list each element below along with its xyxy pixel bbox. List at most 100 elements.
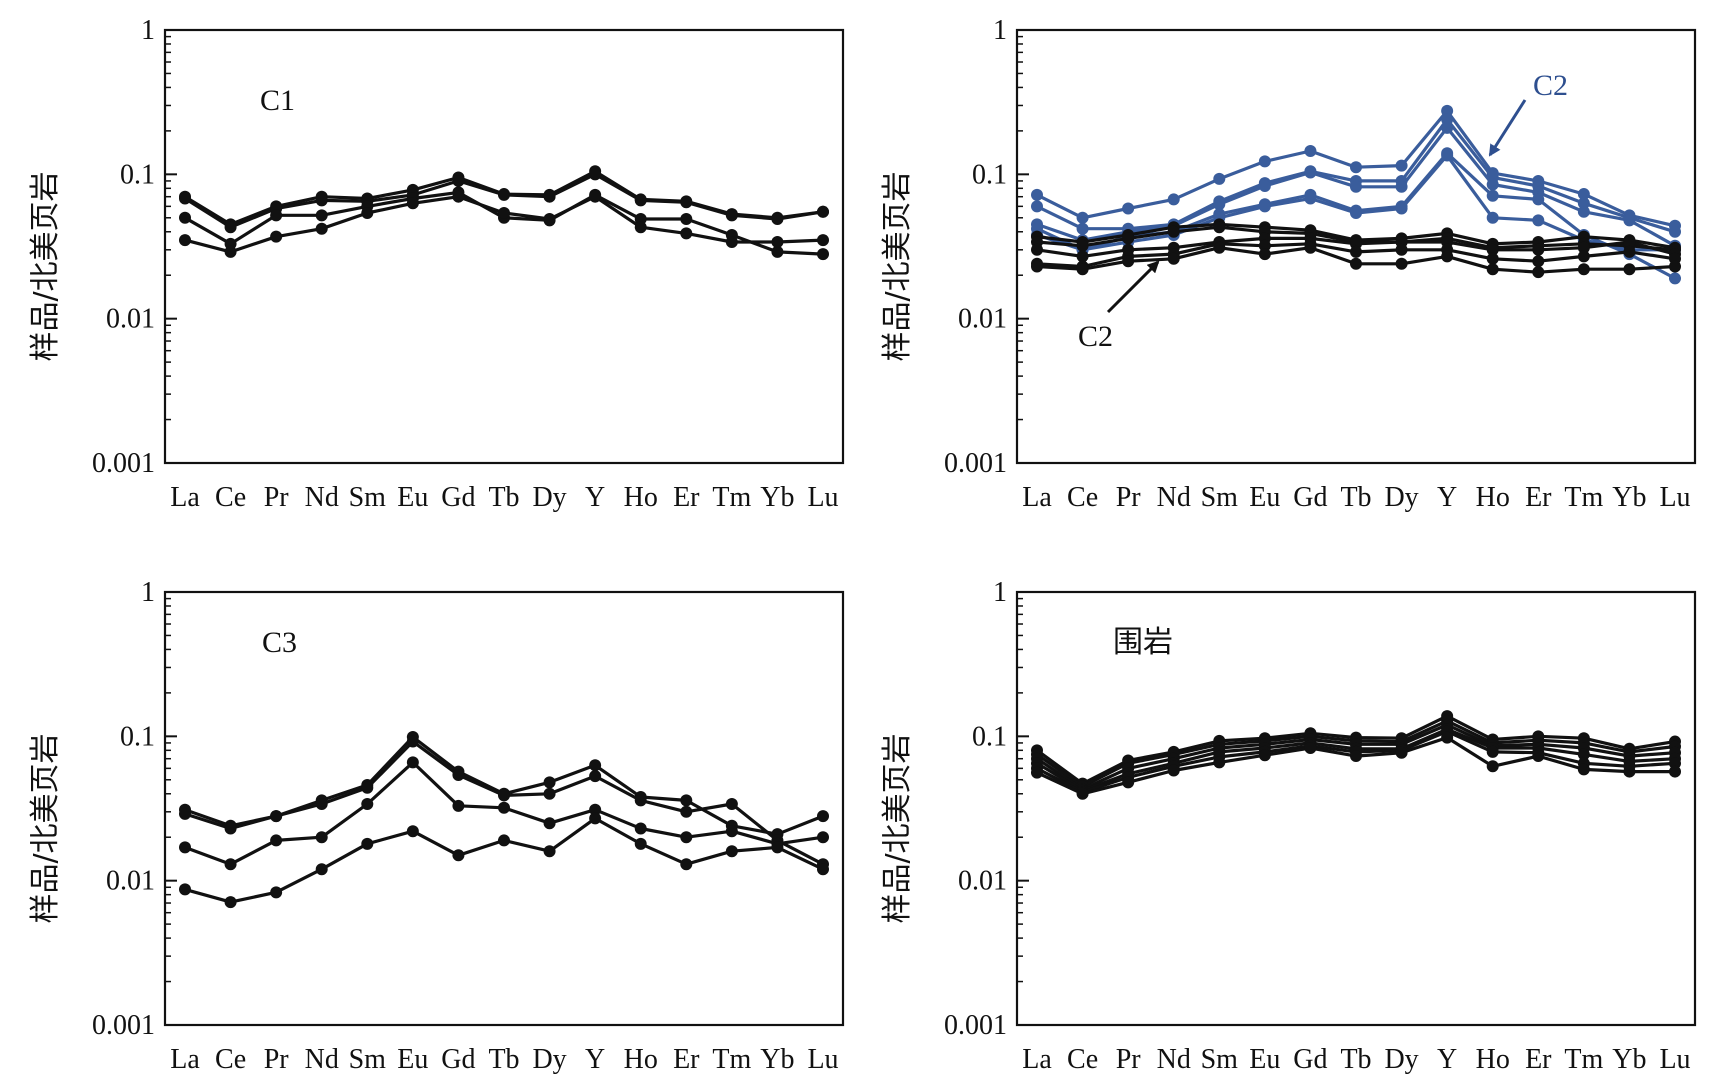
x-tick-label: Tb (1340, 1044, 1371, 1075)
data-point (452, 174, 465, 187)
x-tick-label: Er (1525, 482, 1552, 513)
data-point (179, 234, 191, 247)
data-point (771, 245, 784, 258)
y-tick-label: 0.1 (972, 721, 1007, 752)
data-point (1577, 763, 1590, 776)
data-point (1577, 197, 1590, 210)
data-point (1441, 149, 1454, 162)
data-point (1395, 159, 1408, 172)
x-tick-label: Sm (1201, 482, 1239, 513)
data-point (1441, 113, 1454, 126)
x-tick-label: Ho (624, 482, 658, 513)
x-tick-label: Lu (1659, 482, 1690, 513)
x-tick-label: Dy (1384, 1044, 1418, 1075)
data-point (1395, 257, 1408, 270)
data-point (680, 805, 693, 818)
x-tick-label: Nd (1157, 1044, 1191, 1075)
data-point (1350, 206, 1362, 219)
data-point (771, 235, 784, 248)
data-point (224, 221, 237, 234)
data-point (1623, 214, 1636, 227)
data-point (452, 799, 465, 812)
x-tick-label: Tm (712, 1044, 751, 1075)
data-point (1486, 760, 1499, 773)
data-point (270, 230, 283, 243)
data-point (452, 849, 465, 862)
data-point (361, 837, 374, 850)
y-axis-label: 样品/北美页岩 (880, 733, 915, 923)
data-point (498, 188, 510, 201)
data-point (634, 194, 647, 207)
data-point (179, 807, 191, 820)
data-point (1532, 750, 1545, 763)
panel-label: C1 (260, 84, 295, 117)
x-tick-label: Tb (1340, 482, 1371, 513)
x-tick-label: Er (673, 482, 700, 513)
plot-frame (163, 590, 845, 1027)
data-point (315, 863, 328, 876)
data-point (817, 234, 829, 247)
data-point (1076, 263, 1089, 276)
data-point (1031, 243, 1043, 256)
data-point (1213, 172, 1226, 185)
data-point (1076, 211, 1089, 224)
plot-frame (163, 28, 845, 465)
y-tick-label: 0.001 (944, 448, 1007, 479)
data-point (1486, 745, 1499, 758)
x-tick-label: Dy (532, 482, 566, 513)
x-tick-label: Y (585, 1044, 605, 1075)
data-point (1486, 189, 1499, 202)
x-tick-label: Eu (1249, 1044, 1280, 1075)
x-tick-label: Tm (712, 482, 751, 513)
data-point (1441, 121, 1454, 134)
data-point (543, 213, 556, 226)
data-point (498, 789, 510, 802)
data-point (1441, 731, 1454, 744)
data-point (1532, 193, 1545, 206)
x-tick-label: Ho (624, 1044, 658, 1075)
x-tick-label: Nd (1157, 482, 1191, 513)
data-point (1167, 225, 1180, 238)
data-point (1304, 192, 1317, 205)
data-point (634, 221, 647, 234)
data-point (589, 770, 602, 783)
data-point (1577, 188, 1590, 201)
x-tick-label: La (170, 1044, 200, 1075)
x-tick-label: La (1022, 482, 1052, 513)
x-tick-label: La (170, 482, 200, 513)
data-point (1031, 188, 1043, 201)
data-point (1577, 205, 1590, 218)
data-point (1441, 104, 1454, 117)
data-point (270, 886, 283, 899)
panel-4: 1 0.1 0.01 0.001 样品/北美页岩 La Ce Pr Nd Sm Eu Gd Tb Dy Y H… (880, 577, 1697, 1075)
x-tick-label: Gd (441, 482, 475, 513)
annotation-label: C2 (1078, 320, 1113, 353)
x-tick-label: Ce (215, 482, 246, 513)
data-point (406, 825, 419, 838)
data-point (1441, 250, 1454, 263)
data-point (1213, 241, 1226, 254)
data-point (270, 209, 283, 222)
data-point (315, 194, 328, 207)
data-point (817, 810, 829, 823)
x-tick-label: Gd (1293, 482, 1327, 513)
data-point (1350, 257, 1362, 270)
data-point (725, 235, 738, 248)
data-point (1669, 765, 1681, 778)
data-point (1395, 243, 1408, 256)
data-point (1167, 764, 1180, 777)
x-tick-label: Ho (1476, 1044, 1510, 1075)
data-point (1486, 211, 1499, 224)
data-point (1623, 245, 1636, 258)
data-point (1669, 757, 1681, 770)
data-point (543, 845, 556, 858)
data-point (589, 168, 602, 181)
data-point (1304, 742, 1317, 755)
data-point (1258, 155, 1271, 168)
annotation-arrow (1106, 260, 1160, 314)
data-point (680, 196, 693, 209)
data-point (1122, 776, 1135, 789)
data-point (634, 794, 647, 807)
y-tick-label: 0.001 (92, 448, 155, 479)
